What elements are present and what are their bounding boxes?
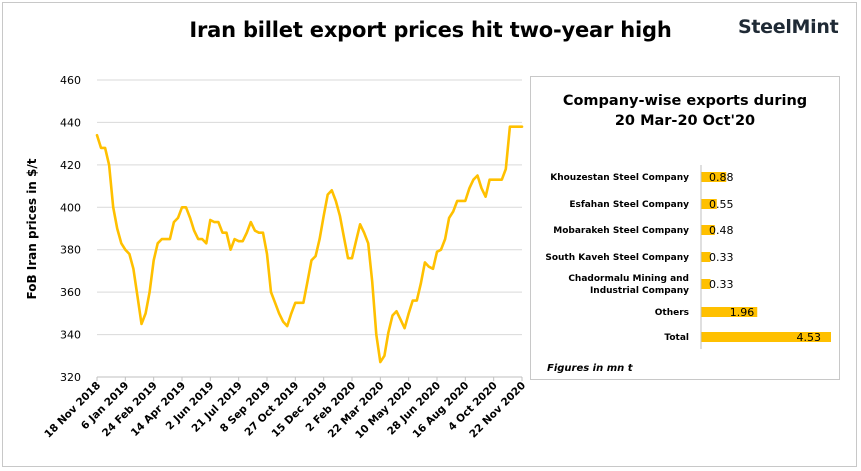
bar-category-label: South Kaveh Steel Company: [545, 253, 689, 263]
bar-value-label: 0.55: [709, 198, 734, 211]
company-exports-panel: Company-wise exports during 20 Mar-20 Oct…: [530, 76, 840, 380]
bar: [701, 252, 711, 262]
bar-value-label: 1.96: [730, 306, 755, 319]
y-tick-label: 400: [60, 201, 81, 214]
bar: [701, 307, 758, 317]
company-bar-chart: Khouzestan Steel Company 0.88 Esfahan Stee…: [545, 165, 831, 349]
bar: [701, 172, 727, 182]
bar: [701, 225, 715, 235]
bar-category-label: Industrial Company: [590, 286, 689, 296]
y-tick-label: 460: [60, 74, 81, 87]
bar: [701, 279, 711, 289]
y-axis-label: FoB Iran prices in $/t: [25, 158, 39, 299]
y-tick-label: 320: [60, 371, 81, 384]
price-series-line: [95, 125, 524, 364]
company-exports-title-text: Company-wise exports during 20 Mar-20 Oct…: [562, 93, 808, 129]
y-tick-label: 380: [60, 244, 81, 257]
bar: [701, 199, 717, 209]
y-tick-label: 440: [60, 116, 81, 129]
figures-note: Figures in mn t: [547, 363, 633, 374]
company-exports-title: Company-wise exports during 20 Mar-20 Oct…: [531, 91, 839, 131]
bar-category-label: Chadormalu Mining and: [568, 274, 689, 284]
bar-value-label: 0.33: [709, 251, 734, 264]
bar: [701, 332, 831, 342]
y-tick-label: 340: [60, 329, 81, 342]
bar-value-label: 0.33: [709, 278, 734, 291]
bar-value-label: 4.53: [797, 331, 822, 344]
bar-value-label: 0.48: [709, 224, 734, 237]
bar-category-label: Total: [664, 333, 689, 343]
bar-category-label: Mobarakeh Steel Company: [553, 226, 689, 236]
brand-logo: SteelMint: [738, 16, 839, 38]
y-tick-label: 420: [60, 159, 81, 172]
bar-category-label: Esfahan Steel Company: [569, 200, 689, 210]
bar-category-label: Others: [655, 308, 689, 318]
chart-title: Iran billet export prices hit two-year h…: [189, 18, 672, 42]
y-tick-label: 360: [60, 286, 81, 299]
bar-value-label: 0.88: [709, 171, 734, 184]
bar-category-label: Khouzestan Steel Company: [550, 173, 689, 183]
